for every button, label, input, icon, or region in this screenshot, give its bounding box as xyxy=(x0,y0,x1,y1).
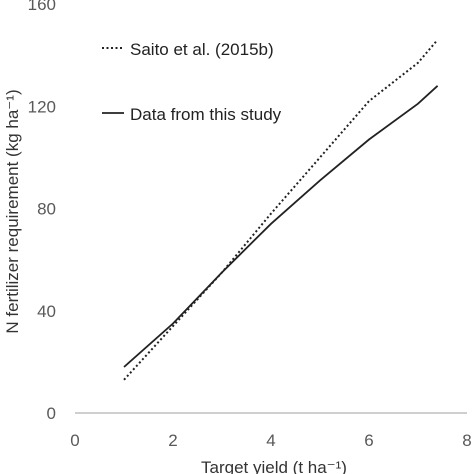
legend: Saito et al. (2015b) Data from this study xyxy=(102,40,282,124)
series-line-1 xyxy=(123,39,439,381)
x-tick-labels: 0 2 4 6 8 xyxy=(70,431,471,450)
y-tick-label: 40 xyxy=(37,302,56,321)
x-tick-label: 6 xyxy=(364,431,373,450)
y-tick-label: 160 xyxy=(28,0,56,14)
x-tick-label: 0 xyxy=(70,431,79,450)
y-tick-label: 80 xyxy=(37,200,56,219)
y-axis-title: N fertilizer requirement (kg ha⁻¹) xyxy=(3,89,22,333)
x-tick-label: 2 xyxy=(168,431,177,450)
series-line-2 xyxy=(123,85,439,368)
x-tick-label: 4 xyxy=(266,431,275,450)
y-tick-label: 120 xyxy=(28,97,56,116)
series-group xyxy=(123,39,439,381)
legend-label-1: Saito et al. (2015b) xyxy=(130,40,274,59)
x-axis-title: Target yield (t ha⁻¹) xyxy=(201,458,347,474)
y-tick-label: 0 xyxy=(47,404,56,423)
y-tick-labels: 0 40 80 120 160 xyxy=(28,0,56,423)
legend-label-2: Data from this study xyxy=(130,105,282,124)
x-tick-label: 8 xyxy=(462,431,471,450)
